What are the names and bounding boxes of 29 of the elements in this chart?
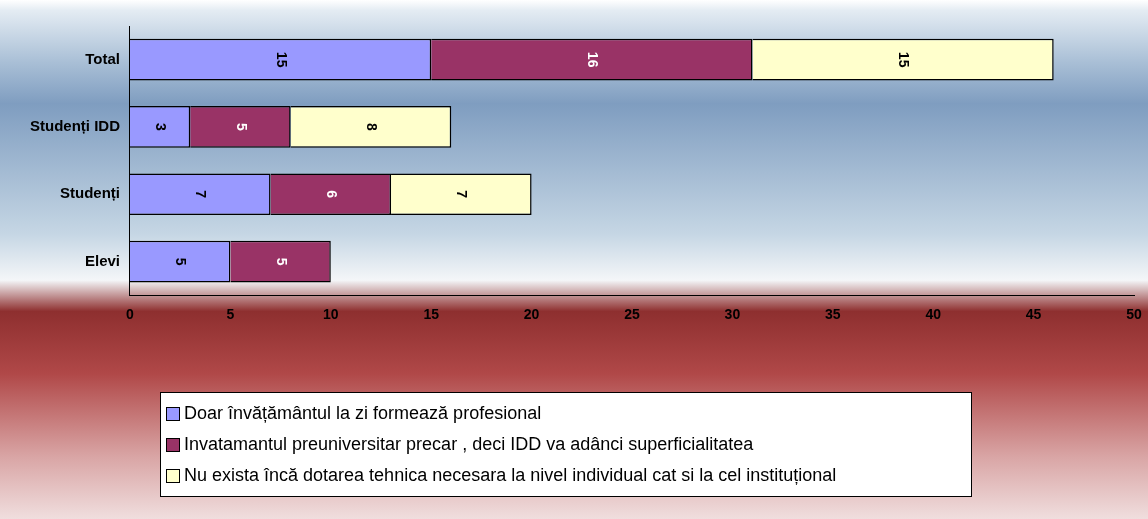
x-tick-label: 25	[624, 306, 640, 323]
data-label: 5	[173, 257, 190, 266]
x-tick-label: 45	[1025, 306, 1042, 323]
data-label: 5	[273, 257, 290, 266]
legend-label: Invatamantul preuniversitar precar , deci IDD va adânci superficialitatea	[184, 434, 754, 455]
y-tick-label: Elevi	[84, 251, 120, 269]
x-tick-label: 0	[126, 306, 135, 323]
data-label: 7	[454, 190, 471, 199]
data-label: 15	[896, 51, 913, 68]
x-tick-label: 35	[825, 306, 841, 323]
data-label: 6	[323, 190, 340, 199]
x-tick-label: 15	[423, 306, 440, 323]
x-tick-label: 40	[925, 306, 942, 323]
data-label: 5	[233, 123, 250, 132]
x-tick-label: 20	[523, 306, 540, 323]
x-tick-label: 50	[1126, 306, 1142, 323]
legend-label: Doar învățământul la zi formează profesional	[184, 403, 542, 424]
legend-label: Nu exista încă dotarea tehnica necesara la nivel individual cat si la cel instituțional	[184, 465, 837, 486]
y-tick-label: Total	[85, 49, 120, 67]
data-label: 3	[153, 123, 170, 132]
y-tick-label: Studenți	[59, 184, 120, 202]
x-tick-label: 30	[724, 306, 741, 323]
y-tick-label: Studenți IDD	[29, 117, 121, 135]
x-tick-label: 10	[323, 306, 339, 323]
data-label: 7	[193, 190, 210, 199]
data-label: 15	[273, 51, 290, 68]
data-label: 8	[364, 123, 381, 132]
data-label: 16	[584, 51, 601, 68]
x-tick-label: 5	[226, 306, 235, 323]
